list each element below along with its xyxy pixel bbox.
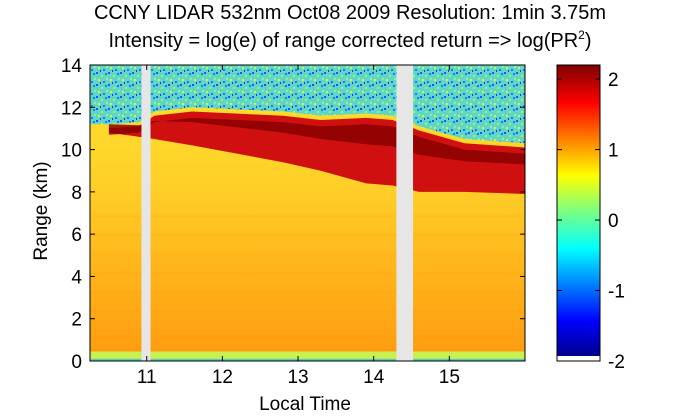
y-tick-label: 4 — [71, 267, 82, 288]
aerosol-stratum — [90, 272, 525, 275]
aerosol-stratum — [90, 310, 525, 313]
y-tick-label: 12 — [61, 98, 82, 119]
aerosol-stratum — [90, 291, 525, 294]
x-tick-label: 12 — [212, 367, 233, 388]
subtitle-main: Intensity = log(e) of range corrected re… — [108, 30, 579, 52]
aerosol-stratum — [90, 329, 525, 332]
aerosol-stratum — [90, 215, 525, 218]
data-gap-0 — [141, 65, 151, 361]
y-tick-label: 6 — [71, 225, 82, 246]
aerosol-stratum — [90, 234, 525, 237]
axes: 0 2 4 6 8 10 12 14 11 12 13 14 15 — [61, 56, 526, 388]
ground-band — [90, 351, 525, 359]
colorbar-tick-label: -1 — [608, 282, 625, 303]
y-tick-label: 2 — [71, 310, 82, 331]
noise-region — [90, 65, 525, 144]
x-tick-label: 14 — [363, 367, 385, 388]
axes-frame — [89, 64, 526, 362]
chart-title: CCNY LIDAR 532nm Oct08 2009 Resolution: … — [93, 2, 607, 24]
colorbar-frame — [556, 64, 601, 362]
colorbar-nodata — [557, 356, 600, 361]
subtitle-superscript: 2 — [578, 28, 585, 42]
x-tick-label: 15 — [439, 367, 460, 388]
x-tick-label: 13 — [287, 367, 308, 388]
aerosol-stratum — [90, 348, 525, 351]
y-tick-label: 8 — [71, 183, 82, 204]
cloud-core — [108, 117, 526, 165]
cloud-layer — [108, 111, 526, 194]
y-tick-label: 0 — [71, 352, 82, 373]
chart-subtitle: Intensity = log(e) of range corrected re… — [0, 28, 700, 53]
colorbar-tick-label: -2 — [608, 352, 625, 373]
colorbar: 2 1 0 -1 -2 — [556, 64, 625, 373]
colorbar-tick-label: 1 — [608, 141, 619, 162]
x-axis-label: Local Time — [259, 394, 351, 415]
y-tick-label: 14 — [61, 56, 83, 77]
y-axis-label: Range (km) — [31, 161, 52, 261]
ground-band-low — [90, 358, 525, 361]
x-tick-label: 11 — [137, 367, 157, 388]
colorbar-tick-label: 0 — [608, 211, 619, 232]
data-gap-1 — [396, 65, 414, 361]
y-tick-label: 10 — [61, 141, 82, 162]
colorbar-gradient — [557, 65, 600, 356]
plot-area — [90, 65, 526, 361]
subtitle-end: ) — [584, 30, 592, 52]
aerosol-stratum — [90, 253, 525, 256]
colorbar-tick-label: 2 — [608, 70, 619, 91]
